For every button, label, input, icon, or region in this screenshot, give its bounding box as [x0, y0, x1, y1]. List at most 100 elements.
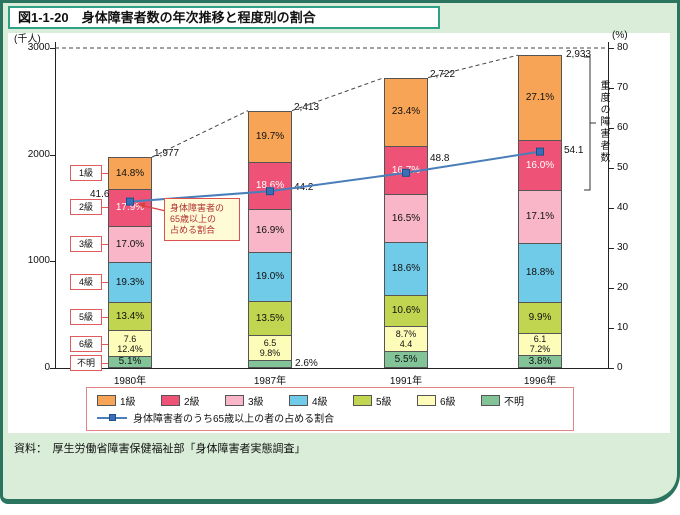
figure-title: 図1-1-20 身体障害者数の年次推移と程度別の割合: [18, 10, 316, 25]
y-left-tick: [50, 154, 55, 156]
x-axis-label: 1991年: [389, 376, 423, 387]
severe-disabled-count-label: 重度の障害者数: [598, 80, 609, 164]
segment-label: 9.9%: [528, 311, 552, 323]
segment-label: 27.1%: [525, 92, 555, 104]
line-legend-marker-icon: [109, 414, 116, 421]
bar-segment-5級: 9.9%: [519, 301, 561, 333]
elderly-share-callout: 身体障害者の 65歳以上の 占める割合: [164, 198, 240, 241]
segment-label: 13.4%: [115, 310, 145, 322]
segment-label: 16.9%: [255, 225, 285, 237]
bar-segment-4級: 19.3%: [109, 262, 151, 303]
y-right-tick-label: 10: [617, 322, 629, 333]
y-right-tick: [609, 328, 614, 329]
grade-callout-leader: [102, 207, 108, 209]
grade-callout-1級: 1級: [70, 164, 102, 181]
source-note: 資料： 厚生労働省障害保健福祉部「身体障害者実態調査」: [14, 443, 306, 455]
y-left-tick-label: 2000: [27, 148, 50, 160]
bar-segment-6級: 8.7% 4.4: [385, 326, 427, 352]
line-value-label: 44.2: [294, 182, 314, 194]
y-right-tick: [609, 88, 614, 89]
grade-callout-不明: 不明: [70, 354, 102, 371]
bar-segment-4級: 18.6%: [385, 241, 427, 296]
y-right-tick: [609, 208, 614, 209]
y-left-tick-label: 1000: [27, 255, 50, 267]
legend-grade-label: 不明: [504, 397, 524, 408]
segment-label: 8.7% 4.4: [395, 329, 417, 350]
legend-swatch-icon: [225, 395, 244, 406]
bar-segment-1級: 27.1%: [519, 56, 561, 141]
segment-label: 7.6 12.4%: [117, 333, 143, 354]
legend-grade-label: 2級: [184, 397, 200, 408]
bar-segment-3級: 16.5%: [385, 194, 427, 242]
bar-segment-4級: 18.8%: [519, 243, 561, 302]
bar-total-label: 2,413: [294, 101, 320, 113]
legend-item-6級: 6級: [417, 393, 481, 408]
grade-callout-leader: [102, 362, 108, 364]
y-right-tick: [609, 368, 614, 369]
legend-item-4級: 4級: [289, 393, 353, 408]
bar-total-label: 1,977: [154, 148, 180, 160]
segment-label: 17.0%: [115, 238, 145, 250]
bar-segment-5級: 10.6%: [385, 295, 427, 326]
y-right-tick-label: 0: [617, 362, 623, 373]
segment-label: 16.0%: [525, 159, 555, 171]
segment-label: 16.7%: [391, 164, 421, 176]
y-left-tick: [50, 368, 55, 369]
bar-segment-2級: 16.0%: [519, 140, 561, 191]
x-axis: [55, 368, 609, 369]
legend-item-3級: 3級: [225, 393, 289, 408]
y-right-tick: [609, 168, 614, 169]
bar-segment-1級: 14.8%: [109, 158, 151, 190]
bar-1980年: 14.8% 17.9% 17.0% 19.3% 13.4% 7.6 12.4% 5.1%: [108, 157, 152, 368]
y-left-tick-label: 3000: [27, 42, 50, 53]
grade-callout-leader: [102, 316, 108, 318]
y-right-tick-label: 60: [617, 122, 629, 133]
segment-label: 23.4%: [391, 106, 421, 118]
grade-callout-leader: [102, 344, 108, 346]
y-right-tick: [609, 248, 614, 249]
y-right-tick-label: 70: [617, 82, 629, 93]
y-right-tick: [609, 288, 614, 289]
grade-callout-5級: 5級: [70, 308, 102, 325]
legend-swatch-icon: [481, 395, 500, 406]
y-right-tick-label: 20: [617, 282, 629, 293]
x-axis-label: 1987年: [253, 376, 287, 387]
bar-segment-不明: 2.6%: [249, 359, 318, 369]
legend-grade-label: 4級: [312, 397, 328, 408]
bar-segment-不明: 5.1%: [109, 356, 151, 367]
segment-label: 17.9%: [115, 202, 145, 214]
y-right-tick: [609, 48, 614, 49]
legend: 1級 2級 3級 4級 5級 6級 不明 身体障害者のうち65歳以上の者の占める割合: [86, 387, 574, 431]
grade-callout-6級: 6級: [70, 336, 102, 353]
legend-line-label: 身体障害者のうち65歳以上の者の占める割合: [133, 414, 335, 425]
segment-label: 14.8%: [115, 167, 145, 179]
segment-label: 13.5%: [255, 312, 285, 324]
legend-swatch-icon: [97, 395, 116, 406]
y-right-tick-label: 30: [617, 242, 629, 253]
line-legend-sample-icon: [97, 413, 127, 422]
bar-segment-3級: 17.1%: [519, 190, 561, 244]
segment-label: 10.6%: [391, 305, 421, 317]
line-value-label: 48.8: [430, 152, 450, 164]
legend-line-row: 身体障害者のうち65歳以上の者の占める割合: [97, 409, 563, 426]
bar-1996年: 27.1% 16.0% 17.1% 18.8% 9.9% 6.1 7.2% 3.8%: [518, 55, 562, 368]
segment-label: 3.8%: [528, 355, 552, 367]
x-axis-label: 1996年: [523, 376, 557, 387]
y-left-tick: [50, 261, 55, 263]
legend-grade-row: 1級 2級 3級 4級 5級 6級 不明: [97, 392, 563, 409]
legend-grade-label: 1級: [120, 397, 136, 408]
legend-swatch-icon: [417, 395, 436, 406]
bar-segment-2級: 18.6%: [249, 161, 291, 210]
segment-label: 5.5%: [394, 353, 418, 365]
y-left-tick: [50, 48, 55, 49]
y-right-tick-label: 50: [617, 162, 629, 173]
bar-segment-不明: 3.8%: [519, 355, 561, 367]
line-value-label: 54.1: [564, 144, 584, 156]
segment-label: 6.1 7.2%: [529, 334, 551, 355]
legend-swatch-icon: [289, 395, 308, 406]
grade-callout-leader: [102, 172, 108, 174]
bar-segment-不明: 5.5%: [385, 351, 427, 367]
bar-segment-1級: 19.7%: [249, 111, 291, 162]
